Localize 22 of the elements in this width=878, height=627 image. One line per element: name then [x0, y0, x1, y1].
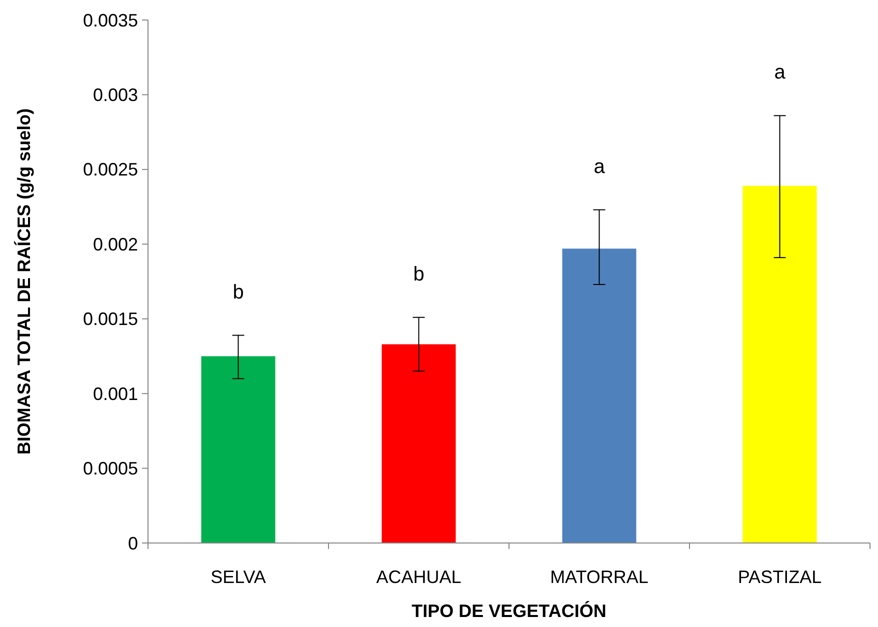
y-tick-label: 0.0015	[82, 309, 138, 330]
x-tick-label: ACAHUAL	[376, 567, 462, 587]
y-tick-label: 0.0005	[82, 458, 138, 479]
annotation: b	[232, 281, 244, 304]
bar	[382, 344, 456, 543]
y-tick-label: 0	[128, 533, 138, 554]
bar	[562, 248, 636, 543]
annotation: b	[413, 263, 424, 286]
y-tick-label: 0.0025	[82, 160, 138, 180]
y-tick-label: 0.0035	[82, 10, 138, 30]
bar	[742, 186, 817, 543]
x-tick-label: MATORRAL	[550, 567, 648, 587]
x-tick-label: SELVA	[210, 567, 266, 587]
y-axis-title: BIOMASA TOTAL DE RAÍCES (g/g suelo)	[14, 108, 34, 455]
x-axis-title: TIPO DE VEGETACIÓN	[412, 601, 606, 621]
x-tick-label: PASTIZAL	[738, 567, 822, 587]
bar	[201, 356, 276, 543]
y-tick-label: 0.002	[92, 234, 138, 254]
y-tick-label: 0.003	[92, 85, 138, 106]
y-tick-label: 0.001	[92, 384, 138, 404]
annotation: a	[594, 156, 606, 178]
annotation: a	[774, 62, 786, 84]
